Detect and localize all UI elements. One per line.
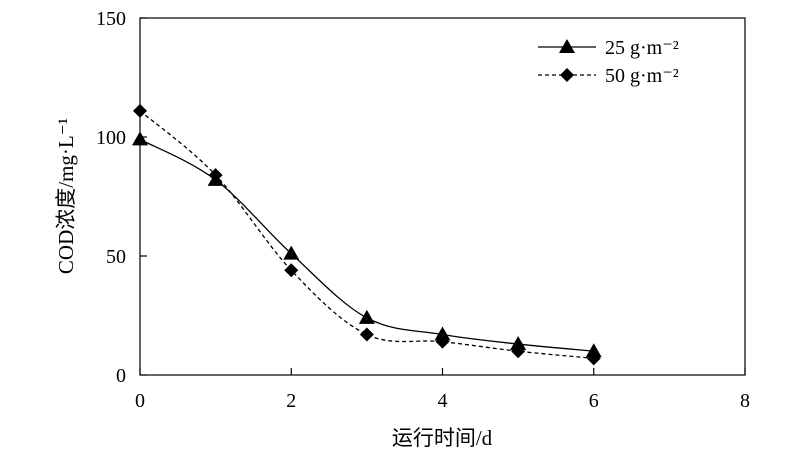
- series-1: [133, 103, 601, 366]
- y-tick-label: 150: [96, 8, 126, 30]
- x-tick-label: 2: [286, 390, 296, 412]
- legend: 25 g·m⁻² 50 g·m⁻²: [538, 37, 679, 87]
- y-tick-label: 50: [106, 246, 126, 268]
- x-tick-label: 6: [589, 390, 599, 412]
- data-point: [208, 168, 223, 183]
- data-point: [510, 336, 527, 351]
- legend-marker: [560, 68, 574, 82]
- data-point: [283, 245, 300, 260]
- y-axis: 0 50 100 150: [96, 8, 147, 387]
- data-point: [132, 131, 148, 146]
- data-point: [585, 343, 602, 358]
- legend-label: 50 g·m⁻²: [605, 65, 679, 87]
- data-point: [359, 327, 374, 342]
- x-axis: 0 2 4 6 8: [135, 368, 750, 412]
- data-point: [133, 103, 147, 118]
- series-0: [132, 131, 602, 358]
- x-axis-title: 运行时间/d: [392, 426, 493, 450]
- y-tick-label: 0: [116, 365, 126, 387]
- x-tick-label: 0: [135, 390, 145, 412]
- x-tick-label: 4: [438, 390, 448, 412]
- legend-label: 25 g·m⁻²: [605, 37, 679, 59]
- data-point: [358, 309, 375, 324]
- y-tick-label: 100: [96, 127, 126, 149]
- data-point: [586, 351, 601, 366]
- data-point: [435, 334, 450, 349]
- legend-marker: [559, 39, 575, 53]
- series-layer: [132, 103, 602, 366]
- data-point: [284, 263, 299, 278]
- x-tick-label: 8: [740, 390, 750, 412]
- data-point: [511, 344, 526, 359]
- data-point: [434, 326, 451, 341]
- y-axis-title: COD浓度/mg·L⁻¹: [54, 118, 78, 274]
